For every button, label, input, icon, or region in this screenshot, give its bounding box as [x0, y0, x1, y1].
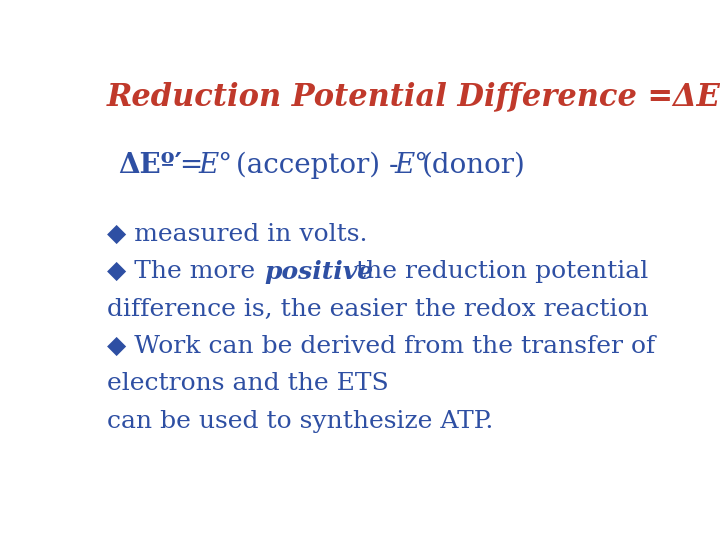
Text: (donor): (donor): [422, 152, 526, 179]
Text: (acceptor) -: (acceptor) -: [227, 152, 407, 179]
Text: ΔEº′: ΔEº′: [118, 152, 182, 179]
Text: E°: E°: [394, 152, 428, 179]
Text: can be used to synthesize ATP.: can be used to synthesize ATP.: [107, 410, 493, 433]
Text: =: =: [171, 152, 212, 179]
Text: the reduction potential: the reduction potential: [348, 260, 648, 283]
Text: positive: positive: [264, 260, 373, 284]
Text: ◆ measured in volts.: ◆ measured in volts.: [107, 223, 367, 246]
Text: electrons and the ETS: electrons and the ETS: [107, 373, 389, 395]
Text: E°: E°: [199, 152, 233, 179]
Text: Reduction Potential Difference =ΔEº′: Reduction Potential Difference =ΔEº′: [107, 82, 720, 112]
Text: difference is, the easier the redox reaction: difference is, the easier the redox reac…: [107, 298, 649, 321]
Text: ◆ Work can be derived from the transfer of: ◆ Work can be derived from the transfer …: [107, 335, 655, 358]
Text: ◆ The more: ◆ The more: [107, 260, 263, 283]
